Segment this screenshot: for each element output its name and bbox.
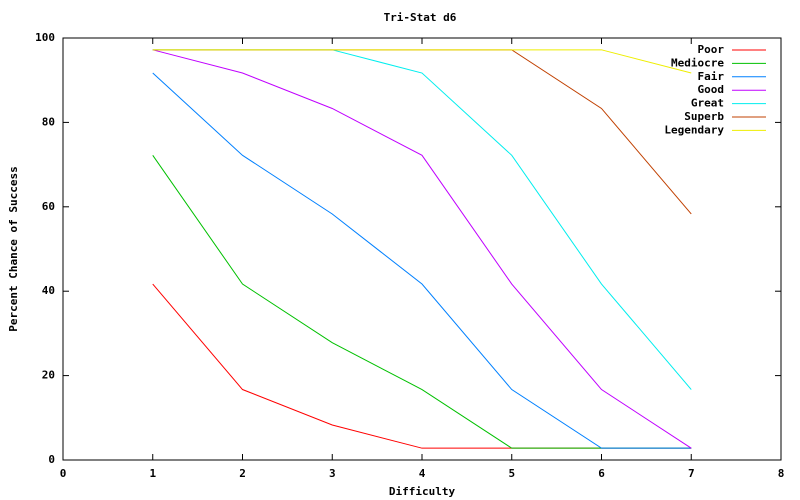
- series-line: [152, 72, 692, 449]
- x-tick-label: 3: [329, 467, 336, 480]
- legend-label: Good: [698, 83, 725, 96]
- legend-label: Superb: [684, 110, 724, 123]
- legend-label: Great: [691, 97, 724, 110]
- x-tick-label: 2: [239, 467, 246, 480]
- y-tick-label: 20: [42, 369, 55, 382]
- chart-title: Tri-Stat d6: [384, 11, 457, 24]
- y-tick-label: 80: [42, 115, 55, 128]
- legend-label: Fair: [698, 70, 725, 83]
- legend-label: Poor: [698, 43, 725, 56]
- y-axis-label: Percent Chance of Success: [7, 166, 20, 332]
- x-tick-label: 1: [149, 467, 156, 480]
- x-tick-label: 5: [508, 467, 515, 480]
- series-line: [152, 49, 692, 74]
- x-tick-label: 7: [688, 467, 695, 480]
- x-tick-label: 6: [598, 467, 605, 480]
- x-tick-label: 4: [419, 467, 426, 480]
- x-tick-label: 8: [778, 467, 785, 480]
- y-tick-label: 40: [42, 284, 55, 297]
- x-tick-label: 0: [60, 467, 67, 480]
- legend-label: Legendary: [664, 123, 724, 136]
- series-line: [152, 49, 692, 449]
- legend-label: Mediocre: [671, 56, 724, 69]
- x-axis-label: Difficulty: [389, 485, 456, 498]
- y-tick-label: 100: [35, 31, 55, 44]
- y-tick-label: 60: [42, 200, 55, 213]
- y-tick-label: 0: [48, 453, 55, 466]
